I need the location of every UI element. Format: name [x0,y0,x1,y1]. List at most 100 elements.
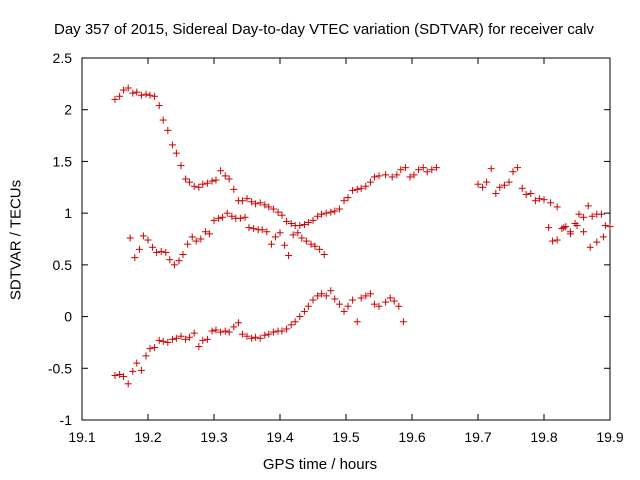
data-point [252,200,260,208]
data-point [146,91,154,99]
data-points [111,84,614,388]
data-point [296,313,304,321]
data-point [276,229,284,237]
data-point [307,240,315,248]
data-point [261,331,269,339]
data-point [366,178,374,186]
data-point [580,213,588,221]
chart-title: Day 357 of 2015, Sidereal Day-to-day VTE… [54,21,594,38]
data-point [314,212,322,220]
data-point [318,210,326,218]
data-point [250,225,258,233]
data-point [283,217,291,225]
data-point [168,141,176,149]
data-point [500,181,508,189]
data-point [170,261,178,269]
data-point [518,184,526,192]
data-point [199,180,207,188]
data-point [219,213,227,221]
x-tick-label: 19.9 [596,429,623,445]
data-point [142,352,150,360]
data-point [357,184,365,192]
data-point [314,292,322,300]
data-point [285,252,293,260]
data-point [410,171,418,179]
x-tick-label: 19.5 [332,429,359,445]
data-point [573,222,581,230]
data-point [139,232,147,240]
data-point [126,234,134,242]
data-point [296,222,304,230]
data-point [580,228,588,236]
data-point [129,367,137,375]
x-tick-label: 19.2 [134,429,161,445]
data-point [547,199,555,207]
data-point [549,237,557,245]
y-tick-label: -1 [60,412,73,428]
data-point [164,338,172,346]
data-point [230,323,238,331]
data-point [225,328,233,336]
data-point [248,334,256,342]
data-point [287,321,295,329]
x-tick-label: 19.4 [266,429,293,445]
data-point [496,183,504,191]
data-point [252,333,260,341]
data-point [238,330,246,338]
data-point [353,185,361,193]
data-point [393,171,401,179]
data-point [184,240,192,248]
data-point [228,212,236,220]
data-point [362,292,370,300]
data-point [135,245,143,253]
data-point [415,166,423,174]
data-point [243,195,251,203]
data-point [311,242,319,250]
data-point [159,337,167,345]
data-point [155,102,163,110]
data-point [217,167,225,175]
data-point [223,209,231,217]
data-point [256,199,264,207]
data-point [390,297,398,305]
data-point [601,222,609,230]
data-point [133,88,141,96]
data-point [309,216,317,224]
data-point [188,233,196,241]
x-tick-label: 19.3 [200,429,227,445]
data-point [423,168,431,176]
data-point [588,212,596,220]
data-point [210,216,218,224]
data-point [166,256,174,264]
y-tick-label: 1.5 [53,153,73,169]
data-point [302,237,310,245]
y-axis-label: SDTVAR / TECUs [7,179,25,301]
data-point [159,116,167,124]
data-point [236,214,244,222]
data-point [263,228,271,236]
data-point [335,300,343,308]
data-point [322,292,330,300]
data-point [606,223,614,231]
data-point [531,197,539,205]
data-point [300,307,308,315]
data-point [192,237,200,245]
data-point [509,168,517,176]
data-point [298,234,306,242]
data-point [327,287,335,295]
data-point [175,257,183,265]
data-point [514,164,522,172]
x-tick-label: 19.8 [530,429,557,445]
data-point [146,345,154,353]
data-point [505,178,513,186]
data-point [375,302,383,310]
data-point [474,180,482,188]
data-point [287,219,295,227]
data-point [182,335,190,343]
data-point [203,335,211,343]
data-point [205,230,213,238]
data-point [335,205,343,213]
x-tick-label: 19.7 [464,429,491,445]
data-point [129,89,137,97]
axis-tick-labels: 19.1 19.2 19.3 19.4 19.5 19.6 19.7 19.8 19.9 -1 -0… [48,50,624,445]
